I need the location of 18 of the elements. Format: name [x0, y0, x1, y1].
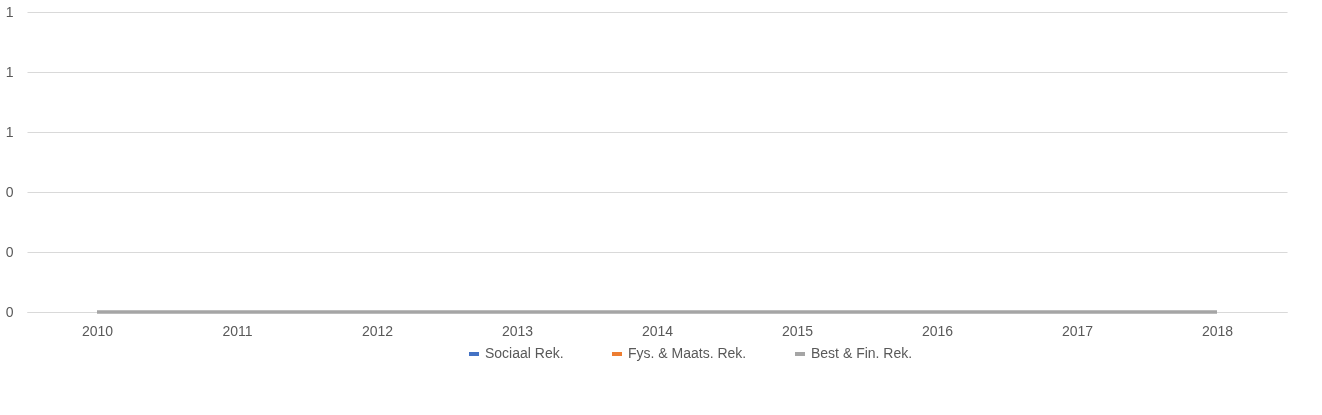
y-tick-label: 0: [5, 303, 14, 320]
x-tick-label: 2012: [361, 322, 394, 339]
x-tick-label: 2017: [1061, 322, 1094, 339]
y-tick-label: 0: [5, 243, 14, 260]
x-tick-label: 2013: [501, 322, 534, 339]
legend-label: Sociaal Rek.: [485, 345, 564, 361]
x-tick-label: 2015: [781, 322, 814, 339]
x-tick-label: 2010: [81, 322, 114, 339]
y-tick-label: 1: [5, 123, 14, 140]
y-tick-label: 1: [5, 63, 14, 80]
x-tick-label: 2011: [222, 322, 253, 339]
legend-label: Best & Fin. Rek.: [811, 345, 913, 361]
y-tick-label: 1: [5, 3, 14, 20]
x-tick-label: 2018: [1201, 322, 1234, 339]
legend-label: Fys. & Maats. Rek.: [628, 345, 747, 361]
y-tick-label: 0: [5, 183, 14, 200]
x-tick-label: 2016: [921, 322, 954, 339]
x-tick-label: 2014: [641, 322, 674, 339]
